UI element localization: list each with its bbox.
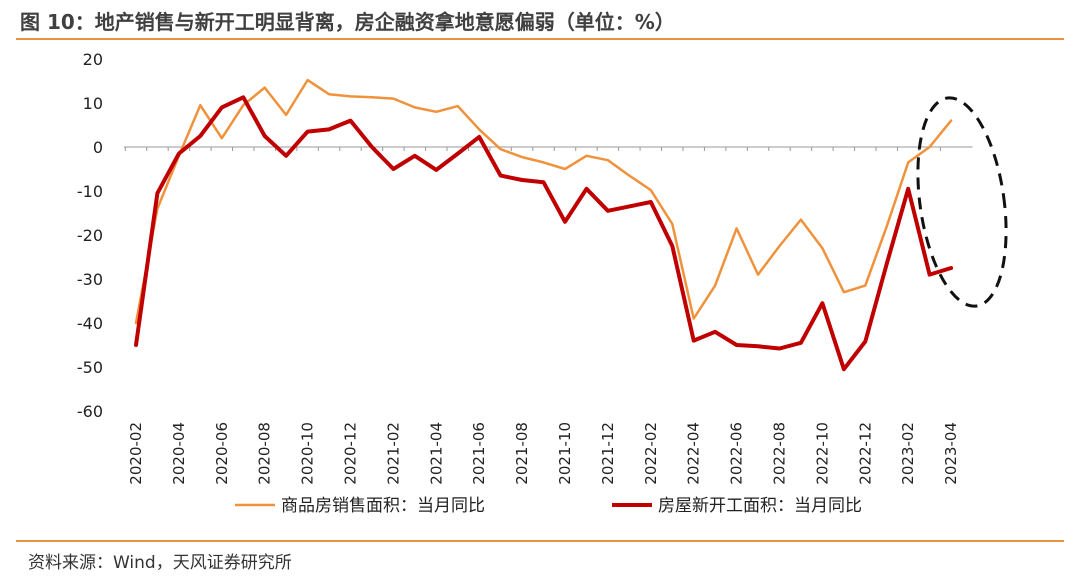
legend-label: 商品房销售面积：当月同比: [281, 496, 485, 516]
legend-label: 房屋新开工面积：当月同比: [658, 496, 862, 516]
x-tick-label: 2020-08: [256, 422, 274, 485]
title-divider: [16, 38, 1064, 40]
y-tick-label: -40: [77, 314, 103, 333]
highlight-ellipse: [916, 96, 1008, 308]
y-tick-label: 10: [83, 94, 103, 113]
legend: 商品房销售面积：当月同比 房屋新开工面积：当月同比: [235, 496, 862, 516]
y-tick-label: -10: [77, 182, 103, 201]
x-tick-label: 2021-10: [556, 422, 574, 485]
x-tick-label: 2020-12: [342, 422, 360, 485]
x-tick-label: 2022-02: [642, 422, 660, 485]
x-axis: 2020-02 2020-04 2020-06 2020-08 2020-10 2020-…: [124, 146, 973, 485]
series-lines: [134, 78, 954, 372]
x-tick-label: 2023-02: [899, 422, 917, 485]
series-line-sales-area: [134, 78, 953, 325]
x-tick-label: 2020-06: [213, 422, 231, 485]
source-divider: [16, 540, 1064, 542]
x-tick-label: 2022-12: [856, 422, 874, 485]
series-line-new-starts-area: [134, 95, 954, 372]
x-tick-label: 2022-08: [771, 422, 789, 485]
x-tick-label: 2022-10: [813, 422, 831, 485]
x-tick-label: 2022-06: [728, 422, 746, 485]
x-tick-label: 2020-02: [127, 422, 145, 485]
y-tick-label: -50: [77, 358, 103, 377]
x-tick-label: 2020-10: [299, 422, 317, 485]
x-tick-label: 2021-12: [599, 422, 617, 485]
y-tick-label: -20: [77, 226, 103, 245]
x-tick-label: 2023-04: [942, 422, 960, 485]
x-tick-label: 2021-02: [384, 422, 402, 485]
x-tick-label: 2021-08: [513, 422, 531, 485]
y-tick-label: -60: [77, 402, 103, 421]
x-tick-label: 2022-04: [685, 422, 703, 485]
source-note: 资料来源：Wind，天风证券研究所: [28, 553, 292, 573]
chart-title: 图 10：地产销售与新开工明显背离，房企融资拿地意愿偏弱（单位：%）: [20, 10, 675, 34]
y-tick-label: 20: [83, 50, 103, 69]
x-tick-label: 2021-06: [470, 422, 488, 485]
y-axis: 20 10 0 -10 -20 -30 -40 -50 -60: [77, 50, 103, 421]
y-tick-label: 0: [93, 138, 103, 157]
x-tick-label: 2020-04: [170, 422, 188, 485]
y-tick-label: -30: [77, 270, 103, 289]
x-tick-label: 2021-04: [427, 422, 445, 485]
